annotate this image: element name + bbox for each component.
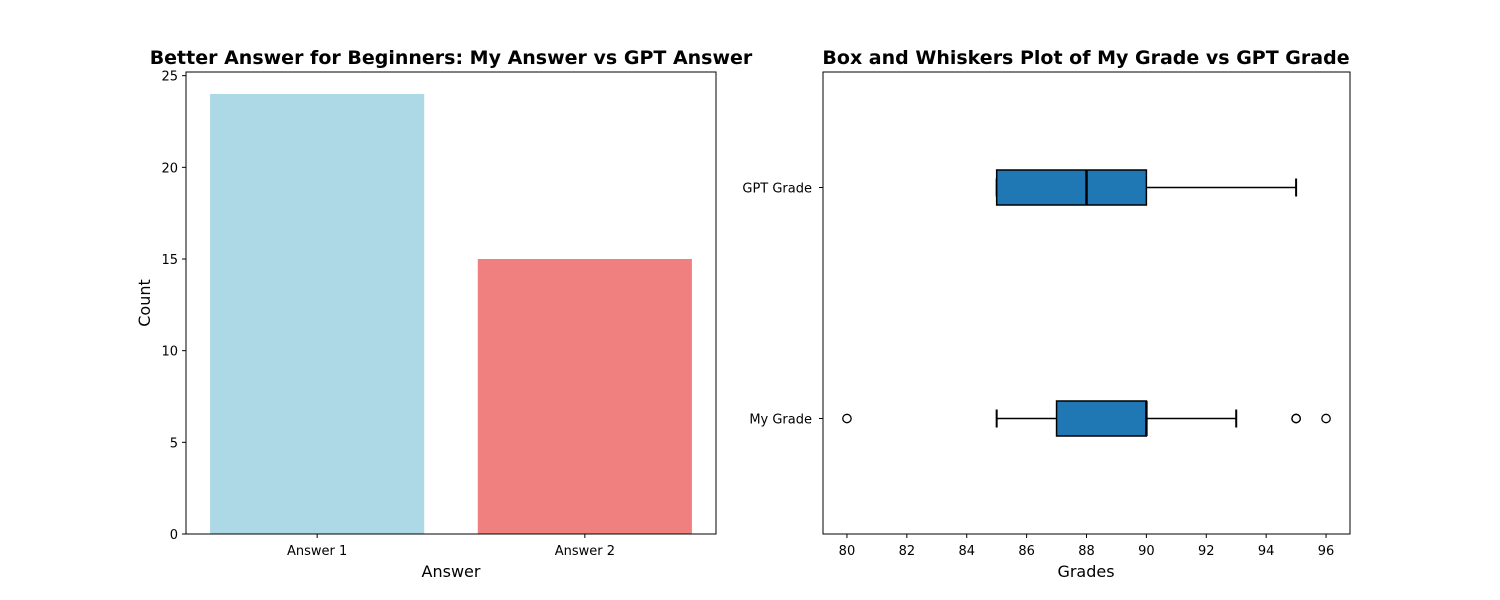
x-tick-label: 96 [1318,544,1335,559]
my-grade-outlier [1321,413,1331,424]
box-chart-frame [822,71,1351,535]
y-tick-label: 15 [161,253,178,268]
x-tick-label: 92 [1198,544,1215,559]
y-tick-label: 20 [161,161,178,176]
x-tick-label: 88 [1078,544,1095,559]
gpt-grade-box [995,169,1148,206]
y-tick-label: My Grade [749,413,812,428]
bar-chart-frame [185,71,717,535]
bar-chart-title: Better Answer for Beginners: My Answer v… [150,47,753,69]
x-tick-label: Answer 2 [555,544,615,559]
x-tick-label: 82 [899,544,916,559]
my-grade-outlier [842,413,852,424]
box-chart-title: Box and Whiskers Plot of My Grade vs GPT… [822,47,1349,69]
y-tick-label: 25 [161,70,178,85]
y-tick-label: 10 [161,345,178,360]
box-y-ticks: My Grade GPT Grade [742,182,823,428]
bar-y-axis-label: Count [135,279,154,327]
box-marks [842,169,1331,437]
x-tick-label: 90 [1138,544,1155,559]
my-grade-outlier [1291,413,1301,424]
x-tick-label: 86 [1018,544,1035,559]
y-tick-label: 5 [170,436,178,451]
bar-x-axis-label: Answer [422,562,481,581]
x-tick-label: Answer 1 [287,544,347,559]
x-tick-label: 94 [1258,544,1275,559]
bar-answer-1 [210,94,425,534]
box-x-ticks: 80 82 84 86 88 90 92 94 96 [839,534,1335,559]
box-chart: Box and Whiskers Plot of My Grade vs GPT… [742,47,1351,581]
x-tick-label: 80 [839,544,856,559]
bar-answer-2 [477,259,692,534]
x-tick-label: 84 [958,544,975,559]
y-tick-label: 0 [170,528,178,543]
bar-y-ticks: 0 5 10 15 20 25 [161,70,186,543]
box-x-axis-label: Grades [1057,562,1114,581]
bar-chart: Better Answer for Beginners: My Answer v… [135,47,753,581]
bar-marks [210,94,692,534]
my-grade-box [1055,400,1148,437]
y-tick-label: GPT Grade [742,182,812,197]
bar-x-ticks: Answer 1 Answer 2 [287,534,615,559]
